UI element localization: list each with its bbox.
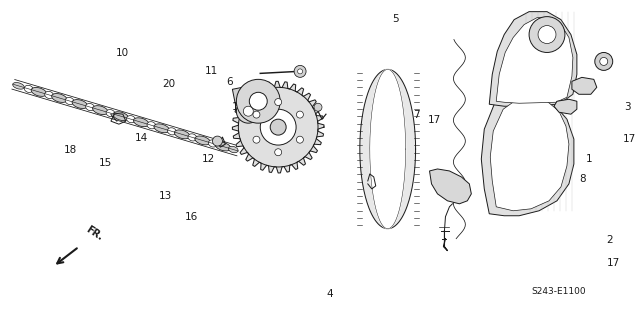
Text: 18: 18 — [63, 145, 77, 155]
Polygon shape — [370, 70, 406, 229]
Text: 6: 6 — [226, 77, 233, 87]
Ellipse shape — [147, 122, 156, 129]
Circle shape — [253, 111, 260, 118]
Ellipse shape — [24, 85, 33, 93]
Circle shape — [275, 99, 282, 106]
Ellipse shape — [168, 128, 176, 135]
Ellipse shape — [86, 103, 95, 111]
Text: 16: 16 — [185, 212, 198, 222]
Polygon shape — [554, 99, 577, 114]
Circle shape — [294, 65, 306, 78]
Text: S243-E1100: S243-E1100 — [532, 287, 586, 296]
Polygon shape — [489, 12, 577, 106]
Ellipse shape — [195, 136, 211, 145]
Circle shape — [250, 92, 268, 110]
Text: 3: 3 — [625, 102, 631, 112]
Polygon shape — [490, 97, 569, 211]
Ellipse shape — [113, 112, 129, 121]
Circle shape — [296, 111, 303, 118]
Polygon shape — [481, 91, 574, 216]
Text: 8: 8 — [579, 174, 586, 183]
Text: 12: 12 — [202, 154, 215, 165]
Text: FR.: FR. — [84, 225, 104, 243]
Circle shape — [529, 17, 565, 52]
Ellipse shape — [31, 87, 47, 96]
Ellipse shape — [174, 130, 190, 139]
Ellipse shape — [52, 93, 67, 102]
Polygon shape — [496, 18, 573, 103]
Text: 9: 9 — [543, 180, 550, 190]
Ellipse shape — [106, 109, 115, 117]
Text: 19: 19 — [232, 102, 245, 112]
Text: 17: 17 — [623, 134, 636, 144]
Text: 11: 11 — [205, 66, 218, 76]
Ellipse shape — [154, 124, 170, 133]
Circle shape — [600, 57, 608, 65]
Ellipse shape — [127, 115, 136, 123]
Text: 20: 20 — [162, 79, 175, 89]
Text: 13: 13 — [159, 191, 172, 201]
Ellipse shape — [72, 100, 88, 108]
Ellipse shape — [134, 118, 149, 127]
Polygon shape — [232, 81, 324, 173]
Polygon shape — [360, 70, 415, 229]
Circle shape — [275, 149, 282, 156]
Polygon shape — [572, 78, 596, 94]
Polygon shape — [429, 169, 471, 204]
Text: 2: 2 — [607, 235, 613, 246]
Circle shape — [236, 99, 260, 123]
Text: 5: 5 — [392, 14, 399, 24]
Circle shape — [298, 69, 303, 74]
Circle shape — [243, 106, 253, 116]
Ellipse shape — [45, 91, 54, 99]
Circle shape — [538, 26, 556, 43]
Text: 1: 1 — [586, 154, 592, 165]
Circle shape — [212, 136, 223, 146]
Text: 7: 7 — [413, 110, 420, 120]
Text: 4: 4 — [326, 289, 333, 300]
Circle shape — [296, 136, 303, 143]
Text: 14: 14 — [135, 133, 148, 143]
Text: 17: 17 — [607, 258, 620, 268]
Ellipse shape — [215, 142, 231, 151]
Circle shape — [314, 103, 322, 111]
Ellipse shape — [65, 97, 74, 105]
Circle shape — [253, 136, 260, 143]
Ellipse shape — [188, 134, 196, 141]
Circle shape — [270, 119, 286, 135]
Ellipse shape — [228, 146, 238, 153]
Circle shape — [595, 52, 612, 70]
Text: 15: 15 — [99, 158, 112, 168]
Circle shape — [260, 109, 296, 145]
Circle shape — [236, 79, 280, 123]
Ellipse shape — [209, 140, 217, 147]
Polygon shape — [232, 87, 275, 111]
Text: 17: 17 — [428, 115, 442, 125]
Ellipse shape — [93, 106, 108, 115]
Ellipse shape — [13, 83, 24, 89]
Circle shape — [238, 87, 318, 167]
Text: 10: 10 — [116, 48, 129, 58]
